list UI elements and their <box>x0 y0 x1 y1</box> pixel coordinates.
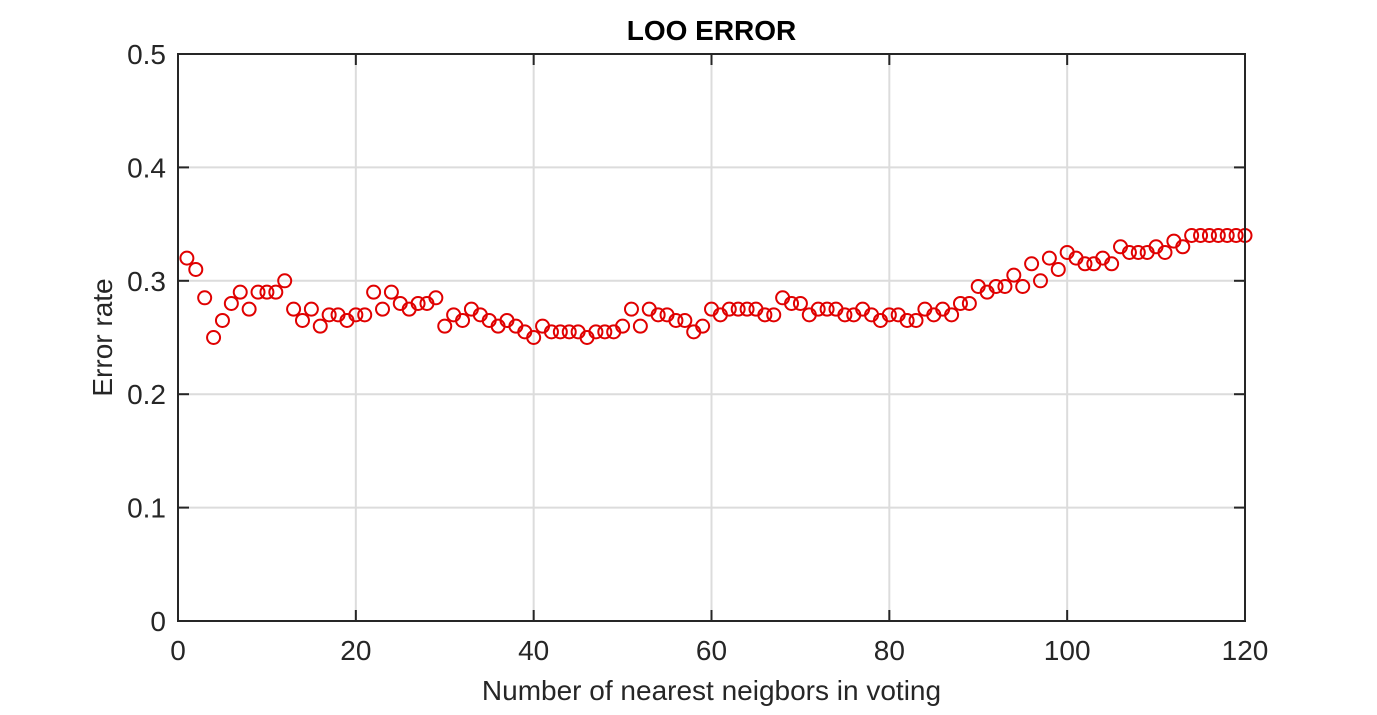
data-point <box>206 330 222 345</box>
data-point <box>357 307 373 323</box>
data-point <box>695 318 711 334</box>
data-point <box>561 324 577 340</box>
data-point <box>179 250 195 266</box>
data-point <box>188 261 204 277</box>
data-point <box>1032 273 1048 289</box>
data-point <box>881 307 897 323</box>
data-point <box>1015 278 1031 294</box>
data-point <box>294 312 310 328</box>
data-point <box>366 284 382 300</box>
data-point <box>730 301 746 317</box>
x-tick-label: 100 <box>1044 635 1091 666</box>
data-point <box>312 318 328 334</box>
data-point <box>428 290 444 306</box>
x-tick-label: 80 <box>874 635 905 666</box>
data-point <box>375 301 391 317</box>
data-point <box>1228 227 1244 243</box>
data-point <box>250 284 266 300</box>
data-point <box>819 301 835 317</box>
y-tick-label: 0.4 <box>127 152 166 183</box>
chart-title: LOO ERROR <box>627 15 797 46</box>
x-tick-label: 40 <box>518 635 549 666</box>
data-point <box>757 307 773 323</box>
data-point <box>1201 227 1217 243</box>
data-points <box>179 227 1253 345</box>
data-point <box>410 295 426 311</box>
data-point <box>321 307 337 323</box>
data-point <box>668 312 684 328</box>
y-tick-label: 0 <box>150 606 166 637</box>
data-point <box>348 307 364 323</box>
y-tick-label: 0.5 <box>127 39 166 70</box>
data-point <box>721 301 737 317</box>
data-point <box>1041 250 1057 266</box>
data-point <box>526 330 542 345</box>
data-point <box>1077 256 1093 272</box>
y-tick-label: 0.3 <box>127 266 166 297</box>
data-point <box>837 307 853 323</box>
data-point <box>1006 267 1022 283</box>
data-point <box>214 312 230 328</box>
data-point <box>615 318 631 334</box>
y-axis-label: Error rate <box>87 278 118 396</box>
data-point <box>650 307 666 323</box>
data-point <box>961 295 977 311</box>
data-point <box>268 284 284 300</box>
data-point <box>1210 227 1226 243</box>
data-point <box>277 273 293 289</box>
data-point <box>286 301 302 317</box>
y-tick-label: 0.1 <box>127 493 166 524</box>
data-point <box>739 301 755 317</box>
data-point <box>241 301 257 317</box>
data-point <box>1175 239 1191 255</box>
data-point <box>632 318 648 334</box>
data-point <box>1121 244 1137 260</box>
data-point <box>944 307 960 323</box>
data-point <box>792 295 808 311</box>
data-point <box>223 295 239 311</box>
data-point <box>988 278 1004 294</box>
data-point <box>766 307 782 323</box>
grid-lines <box>178 54 1245 621</box>
data-point <box>623 301 639 317</box>
data-point <box>908 312 924 328</box>
data-point <box>232 284 248 300</box>
data-point <box>810 301 826 317</box>
y-tick-label: 0.2 <box>127 379 166 410</box>
data-point <box>952 295 968 311</box>
data-point <box>383 284 399 300</box>
data-point <box>1024 256 1040 272</box>
axis-ticks: 0 20 40 60 80 100 120 0 0.1 0.2 0.3 0.4 0.5 <box>127 39 1268 666</box>
data-point <box>1184 227 1200 243</box>
data-point <box>455 312 471 328</box>
data-point <box>552 324 568 340</box>
data-point <box>588 324 604 340</box>
data-point <box>1157 244 1173 260</box>
data-point <box>259 284 275 300</box>
x-tick-label: 0 <box>170 635 186 666</box>
data-point <box>197 290 213 306</box>
data-point <box>543 324 559 340</box>
data-point <box>784 295 800 311</box>
data-point <box>303 301 319 317</box>
data-point <box>997 278 1013 294</box>
data-point <box>1050 261 1066 277</box>
x-tick-label: 60 <box>696 635 727 666</box>
data-point <box>1130 244 1146 260</box>
data-point <box>437 318 453 334</box>
data-point <box>1193 227 1209 243</box>
x-tick-label: 20 <box>340 635 371 666</box>
x-tick-label: 120 <box>1222 635 1269 666</box>
data-point <box>677 312 693 328</box>
data-point <box>899 312 915 328</box>
data-point <box>597 324 613 340</box>
x-axis-label: Number of nearest neigbors in voting <box>482 675 941 706</box>
data-point <box>1219 227 1235 243</box>
data-point <box>1104 256 1120 272</box>
